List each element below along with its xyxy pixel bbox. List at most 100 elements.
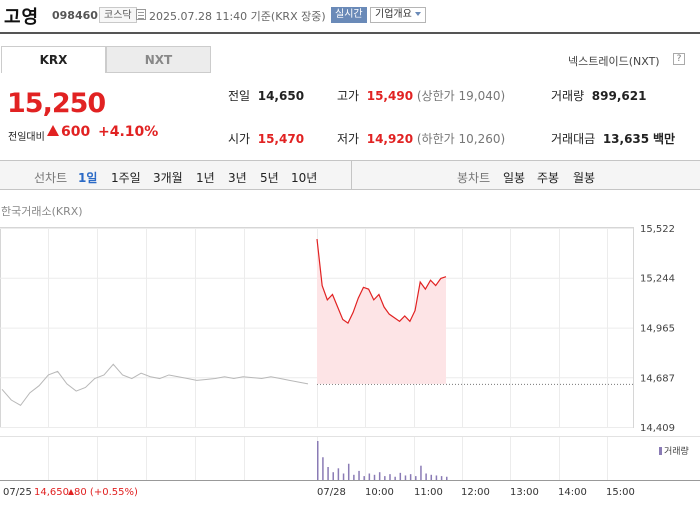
realtime-badge: 실시간 bbox=[331, 7, 367, 23]
change-label: 전일대비 bbox=[8, 132, 45, 143]
y-tick-label: 14,409 bbox=[640, 423, 675, 434]
stat-value: 14,650 bbox=[257, 89, 305, 103]
nextrade-link[interactable]: 넥스트레이드(NXT) bbox=[568, 55, 660, 68]
stat-value: 15,490 bbox=[366, 89, 414, 103]
lower-limit: (하한가 10,260) bbox=[416, 132, 506, 146]
volume-legend: 거래량 bbox=[659, 444, 689, 457]
candle-chart-label: 봉차트 bbox=[457, 171, 491, 185]
prev-day-date: 07/25 bbox=[3, 487, 32, 498]
volume-bar bbox=[404, 475, 407, 480]
x-tick-label: 15:00 bbox=[606, 487, 635, 498]
period-weekly[interactable]: 주봉 bbox=[537, 171, 560, 185]
timestamp: 2025.07.28 11:40 기준(KRX 장중) bbox=[149, 10, 326, 23]
prev-day-change: 80 (+0.55%) bbox=[74, 487, 138, 498]
volume-bar bbox=[420, 465, 422, 480]
chart-source-label: 한국거래소(KRX) bbox=[1, 205, 83, 218]
stat-prev-close: 전일 14,650 bbox=[228, 87, 304, 104]
period-3m[interactable]: 3개월 bbox=[153, 171, 183, 185]
y-tick-label: 15,522 bbox=[640, 224, 675, 235]
y-tick-label: 14,965 bbox=[640, 324, 675, 335]
period-1d[interactable]: 1일 bbox=[78, 171, 98, 185]
chevron-down-icon bbox=[414, 12, 421, 16]
volume-bar bbox=[384, 476, 386, 480]
up-arrow-icon bbox=[47, 125, 59, 136]
line-chart-label: 선차트 bbox=[34, 171, 68, 185]
stock-name: 고영 bbox=[4, 7, 40, 28]
upper-limit: (상한가 19,040) bbox=[416, 89, 506, 103]
volume-bar bbox=[347, 463, 350, 480]
volume-bar bbox=[353, 474, 355, 480]
x-tick-label: 10:00 bbox=[365, 487, 394, 498]
stat-label: 거래량 bbox=[551, 89, 585, 103]
volume-bar bbox=[425, 473, 427, 480]
stat-value: 14,920 bbox=[366, 132, 414, 146]
stock-code: 098460 bbox=[52, 9, 98, 22]
volume-bar bbox=[337, 468, 340, 480]
volume-bar bbox=[394, 476, 396, 480]
prev-day-change-amount: 80 bbox=[74, 487, 87, 498]
period-5y[interactable]: 5년 bbox=[260, 171, 279, 185]
volume-bar bbox=[368, 473, 371, 480]
stat-high: 고가 15,490 (상한가 19,040) bbox=[337, 87, 505, 104]
stat-value: 15,470 bbox=[257, 132, 305, 146]
change-amount: 600 bbox=[61, 124, 91, 140]
volume-bar bbox=[440, 476, 443, 480]
market-badge: 코스닥 bbox=[99, 7, 137, 23]
divider bbox=[351, 161, 352, 190]
volume-bar bbox=[373, 474, 376, 480]
volume-bar bbox=[332, 472, 334, 480]
stat-open: 시가 15,470 bbox=[228, 130, 304, 147]
stat-unit: 백만 bbox=[652, 132, 676, 146]
period-1y[interactable]: 1년 bbox=[196, 171, 215, 185]
volume-bar bbox=[409, 474, 412, 480]
volume-bar bbox=[389, 474, 391, 480]
period-10y[interactable]: 10년 bbox=[291, 171, 318, 185]
period-3y[interactable]: 3년 bbox=[228, 171, 247, 185]
volume-bar bbox=[415, 476, 417, 480]
prev-day-line bbox=[1, 363, 309, 407]
period-bar: 선차트 1일 1주일 3개월 1년 3년 5년 10년 봉차트 일봉 주봉 월봉 bbox=[0, 160, 700, 190]
stat-value: 899,621 bbox=[591, 89, 647, 103]
period-1w[interactable]: 1주일 bbox=[111, 171, 141, 185]
x-tick-label: 11:00 bbox=[414, 487, 443, 498]
volume-bar bbox=[327, 467, 329, 480]
company-overview-button[interactable]: 기업개요 bbox=[370, 7, 426, 23]
today-area-fill bbox=[317, 239, 446, 384]
tab-krx[interactable]: KRX bbox=[1, 46, 106, 73]
volume-bar bbox=[435, 475, 438, 480]
x-tick-label: 13:00 bbox=[510, 487, 539, 498]
x-tick-label: 07/28 bbox=[317, 487, 346, 498]
stat-label: 시가 bbox=[228, 132, 251, 146]
stat-label: 거래대금 bbox=[551, 132, 596, 146]
stat-label: 저가 bbox=[337, 132, 360, 146]
up-arrow-icon bbox=[68, 489, 74, 495]
stock-header: 고영 098460 코스닥 2025.07.28 11:40 기준(KRX 장중… bbox=[0, 0, 700, 34]
volume-bar bbox=[446, 476, 448, 480]
period-monthly[interactable]: 월봉 bbox=[573, 171, 596, 185]
stat-trade-value: 거래대금 13,635 백만 bbox=[551, 130, 675, 147]
change-percent: +4.10% bbox=[98, 124, 159, 140]
volume-bar bbox=[378, 472, 381, 480]
today-price-line bbox=[316, 239, 447, 325]
volume-bar bbox=[399, 472, 402, 480]
volume-bar bbox=[363, 476, 365, 480]
period-daily[interactable]: 일봉 bbox=[503, 171, 526, 185]
y-tick-label: 15,244 bbox=[640, 274, 675, 285]
stat-volume: 거래량 899,621 bbox=[551, 87, 646, 104]
x-tick-label: 14:00 bbox=[558, 487, 587, 498]
stat-value: 13,635 bbox=[602, 132, 650, 146]
volume-bar bbox=[322, 457, 324, 480]
prev-day-close: 14,650 bbox=[34, 487, 69, 498]
company-overview-label: 기업개요 bbox=[375, 9, 412, 20]
volume-bar bbox=[430, 474, 433, 480]
prev-day-change-percent: (+0.55%) bbox=[89, 487, 138, 498]
volume-bar bbox=[317, 441, 319, 480]
help-icon[interactable]: ? bbox=[673, 53, 685, 65]
x-tick-label: 12:00 bbox=[461, 487, 490, 498]
stat-label: 고가 bbox=[337, 89, 360, 103]
volume-bar bbox=[342, 473, 345, 480]
volume-bar bbox=[358, 470, 360, 480]
stat-label: 전일 bbox=[228, 89, 251, 103]
tab-nxt[interactable]: NXT bbox=[106, 46, 211, 73]
